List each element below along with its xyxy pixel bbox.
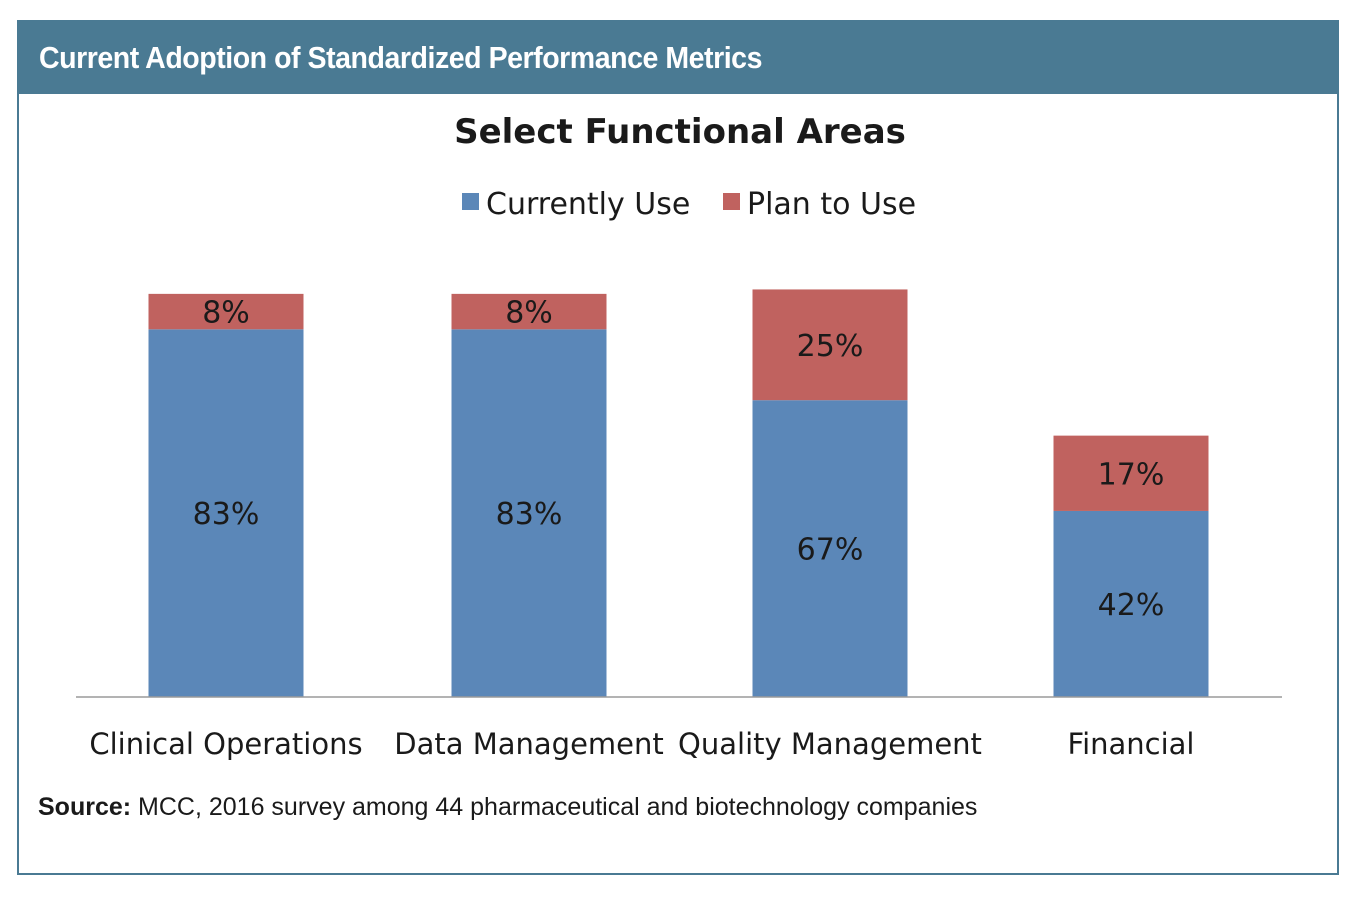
bar-segment [148, 293, 304, 330]
x-tick-label: Clinical Operations [89, 727, 362, 761]
bar-value-label: 83% [193, 497, 260, 532]
legend-swatch-1 [462, 193, 479, 210]
bar-segment [752, 289, 908, 401]
bar-value-label: 42% [1098, 588, 1165, 623]
x-tick-label: Data Management [394, 727, 664, 761]
bar-value-label: 8% [505, 296, 553, 331]
legend-label-1: Currently Use [486, 187, 690, 222]
bar-segment [451, 293, 607, 330]
bars-group: 83% 8% 83% 8% 67% 25% 42% 17% [148, 289, 1209, 697]
bar-segment [1053, 435, 1209, 511]
source-text: MCC, 2016 survey among 44 pharmaceutical… [138, 793, 978, 821]
bar-value-label: 83% [496, 497, 563, 532]
bar-segment [451, 329, 607, 697]
bar-value-label: 17% [1098, 457, 1165, 492]
bar-segment [752, 400, 908, 697]
legend-swatch-2 [723, 193, 740, 210]
bar-segment [148, 329, 304, 697]
figure-header: Current Adoption of Standardized Perform… [19, 22, 1337, 94]
source-note: Source: MCC, 2016 survey among 44 pharma… [38, 793, 977, 822]
bar-value-label: 25% [797, 329, 864, 364]
bar-value-label: 67% [797, 533, 864, 568]
bar-value-label: 8% [202, 296, 250, 331]
x-axis-labels: Clinical Operations Data Management Qualit… [89, 727, 1194, 761]
source-label: Source: [38, 793, 132, 821]
figure-title: Current Adoption of Standardized Perform… [39, 40, 762, 75]
chart-title: Select Functional Areas [454, 112, 906, 152]
x-tick-label: Quality Management [678, 727, 982, 761]
legend-label-2: Plan to Use [747, 187, 916, 222]
bar-segment [1053, 510, 1209, 697]
chart-legend: Currently Use Plan to Use [462, 187, 916, 222]
x-tick-label: Financial [1068, 727, 1195, 761]
